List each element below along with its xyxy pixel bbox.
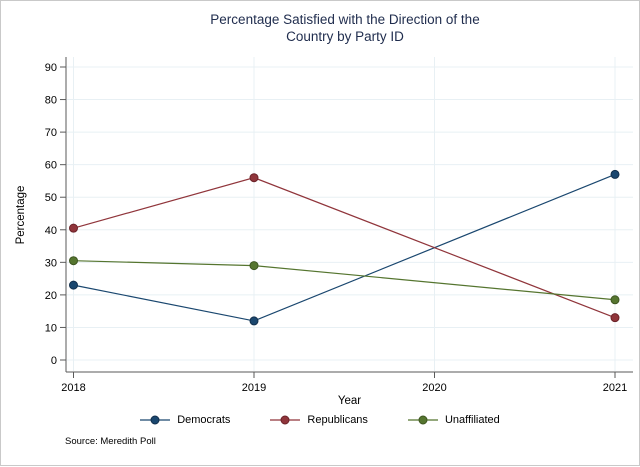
y-tick-label: 50 (45, 192, 57, 204)
data-point-democrats-2021 (610, 169, 620, 179)
x-tick-label: 2018 (61, 382, 85, 394)
data-point-republicans-2019 (249, 173, 259, 183)
source-note: Source: Meredith Poll (65, 436, 156, 447)
data-point-unaffiliated-2019 (249, 261, 259, 271)
legend: Democrats Republicans Unaffiliated (1, 414, 639, 426)
x-axis-title: Year (337, 395, 362, 407)
legend-label-republicans: Republicans (307, 414, 368, 426)
data-point-republicans-2021 (610, 313, 620, 323)
legend-marker-republicans (270, 415, 301, 425)
legend-marker-democrats (140, 415, 171, 425)
chart-title: Percentage Satisfied with the Direction … (51, 12, 639, 45)
legend-label-democrats: Democrats (177, 414, 231, 426)
series-line-unaffiliated (73, 260, 616, 301)
data-point-unaffiliated-2021 (610, 295, 620, 305)
data-point-republicans-2018 (69, 223, 78, 233)
y-tick-label: 0 (51, 355, 57, 367)
y-tick-label: 30 (45, 257, 57, 269)
y-tick-label: 10 (45, 322, 57, 334)
y-tick-label: 70 (45, 127, 57, 139)
y-tick-label: 90 (45, 62, 57, 74)
y-axis-title: Percentage (15, 185, 27, 245)
data-point-democrats-2018 (69, 280, 78, 290)
y-tick-label: 80 (45, 95, 57, 107)
series-line-republicans (73, 177, 616, 319)
x-tick-label: 2021 (603, 382, 627, 394)
x-tick-label: 2020 (422, 382, 446, 394)
chart-title-line2: Country by Party ID (286, 28, 404, 44)
legend-label-unaffiliated: Unaffiliated (444, 414, 500, 426)
legend-item-unaffiliated: Unaffiliated (407, 414, 500, 426)
series-line-democrats (73, 173, 616, 322)
data-point-democrats-2019 (249, 316, 259, 326)
legend-item-republicans: Republicans (270, 414, 368, 426)
y-tick-label: 60 (45, 160, 57, 172)
legend-marker-unaffiliated (407, 415, 438, 425)
data-point-unaffiliated-2018 (69, 256, 78, 266)
chart-title-line1: Percentage Satisfied with the Direction … (210, 12, 480, 27)
y-tick-label: 40 (45, 225, 57, 237)
x-tick-label: 2019 (242, 382, 266, 394)
y-tick-label: 20 (45, 290, 57, 302)
legend-item-democrats: Democrats (140, 414, 230, 426)
